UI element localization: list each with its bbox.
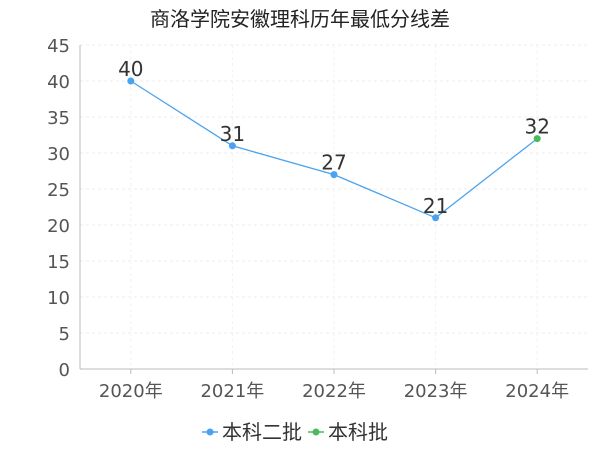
y-tick-label: 35 [47, 108, 70, 129]
x-tick-label: 2023年 [404, 381, 468, 402]
legend: 本科二批 本科批 [202, 420, 388, 444]
y-tick-label: 45 [47, 36, 70, 57]
data-label: 40 [118, 57, 143, 81]
x-tick-label: 2022年 [302, 381, 366, 402]
data-point [432, 214, 440, 222]
y-tick-label: 20 [47, 216, 70, 237]
data-labels: 40 31 27 21 32 [118, 57, 550, 218]
data-label: 32 [524, 115, 549, 139]
data-points [127, 77, 541, 222]
x-axis-ticks: 2020年 2021年 2022年 2023年 2024年 [99, 369, 569, 402]
data-point [127, 77, 135, 85]
data-label: 31 [220, 122, 245, 146]
x-tick-label: 2021年 [200, 381, 264, 402]
chart-title: 商洛学院安徽理科历年最低分线差 [150, 7, 450, 31]
y-tick-label: 15 [47, 252, 70, 273]
y-tick-label: 10 [47, 288, 70, 309]
y-tick-label: 5 [59, 324, 70, 345]
data-point [330, 171, 338, 179]
data-label: 27 [321, 151, 346, 175]
y-axis-ticks: 0 5 10 15 20 25 30 35 40 45 [47, 36, 70, 381]
legend-label: 本科二批 [222, 420, 302, 444]
legend-marker [206, 428, 214, 436]
x-tick-label: 2024年 [505, 381, 569, 402]
data-point [533, 135, 541, 143]
y-tick-label: 0 [59, 360, 70, 381]
data-label: 21 [423, 194, 448, 218]
y-tick-label: 25 [47, 180, 70, 201]
x-tick-label: 2020年 [99, 381, 163, 402]
y-tick-label: 40 [47, 72, 70, 93]
data-point [228, 142, 236, 150]
legend-label: 本科批 [328, 420, 388, 444]
legend-marker [312, 428, 320, 436]
grid-lines [80, 44, 588, 369]
y-tick-label: 30 [47, 144, 70, 165]
